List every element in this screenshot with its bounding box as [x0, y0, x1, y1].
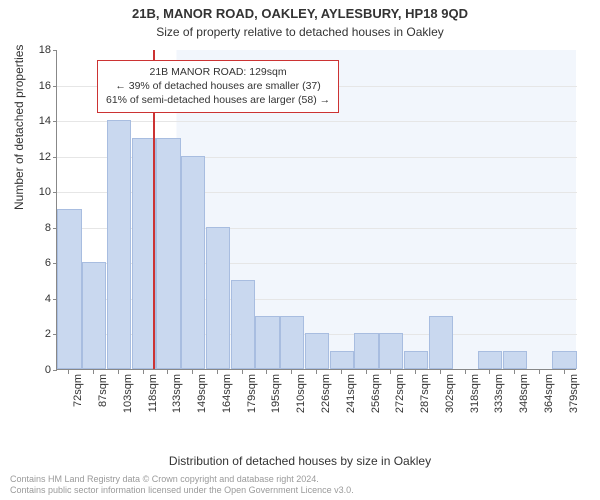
annotation-box: 21B MANOR ROAD: 129sqm← 39% of detached …	[97, 60, 339, 113]
bar	[231, 280, 255, 369]
bar	[280, 316, 304, 369]
x-tick-mark	[291, 370, 292, 374]
x-tick-label: 72sqm	[72, 374, 84, 407]
x-tick-label: 133sqm	[171, 374, 183, 413]
bar	[552, 351, 576, 369]
x-tick-mark	[390, 370, 391, 374]
y-tick-label: 6	[21, 257, 51, 269]
y-tick-mark	[53, 157, 57, 158]
x-axis-title: Distribution of detached houses by size …	[0, 454, 600, 468]
x-tick-label: 195sqm	[270, 374, 282, 413]
x-tick-mark	[564, 370, 565, 374]
x-tick-label: 241sqm	[345, 374, 357, 413]
bar	[404, 351, 428, 369]
x-tick-mark	[341, 370, 342, 374]
footer-line-2: Contains public sector information licen…	[10, 485, 354, 496]
x-tick-label: 318sqm	[469, 374, 481, 413]
x-tick-label: 164sqm	[221, 374, 233, 413]
x-tick-mark	[465, 370, 466, 374]
plot-area: 02468101214161821B MANOR ROAD: 129sqm← 3…	[56, 50, 576, 370]
x-tick-label: 87sqm	[97, 374, 109, 407]
x-tick-mark	[118, 370, 119, 374]
bar	[82, 262, 106, 369]
x-tick-mark	[217, 370, 218, 374]
bar	[206, 227, 230, 369]
bar	[156, 138, 180, 369]
x-tick-label: 118sqm	[147, 374, 159, 412]
y-tick-label: 10	[21, 186, 51, 198]
y-tick-label: 4	[21, 293, 51, 305]
x-tick-mark	[514, 370, 515, 374]
bar	[503, 351, 527, 369]
y-tick-mark	[53, 370, 57, 371]
bar	[354, 333, 378, 369]
bar	[305, 333, 329, 369]
annotation-line-1: 21B MANOR ROAD: 129sqm	[106, 65, 330, 79]
bar	[429, 316, 453, 369]
y-tick-label: 2	[21, 328, 51, 340]
x-tick-label: 149sqm	[196, 374, 208, 413]
x-tick-mark	[440, 370, 441, 374]
y-tick-label: 12	[21, 151, 51, 163]
chart-title-sub: Size of property relative to detached ho…	[0, 21, 600, 39]
x-tick-mark	[539, 370, 540, 374]
bar	[107, 120, 131, 369]
y-tick-mark	[53, 192, 57, 193]
x-tick-label: 226sqm	[320, 374, 332, 413]
x-tick-mark	[242, 370, 243, 374]
y-tick-label: 8	[21, 222, 51, 234]
x-tick-mark	[489, 370, 490, 374]
x-tick-label: 348sqm	[518, 374, 530, 413]
x-tick-mark	[266, 370, 267, 374]
x-tick-label: 103sqm	[122, 374, 134, 413]
bar	[57, 209, 81, 369]
chart-area: 02468101214161821B MANOR ROAD: 129sqm← 3…	[56, 50, 576, 420]
x-tick-label: 379sqm	[568, 374, 580, 413]
x-tick-mark	[316, 370, 317, 374]
x-tick-mark	[366, 370, 367, 374]
x-tick-mark	[143, 370, 144, 374]
gridline	[57, 121, 577, 122]
x-tick-label: 256sqm	[370, 374, 382, 413]
bar	[478, 351, 502, 369]
y-axis-title: Number of detached properties	[12, 45, 26, 210]
y-tick-mark	[53, 121, 57, 122]
annotation-line-2: ← 39% of detached houses are smaller (37…	[106, 79, 330, 93]
x-tick-label: 287sqm	[419, 374, 431, 413]
y-tick-label: 18	[21, 44, 51, 56]
footer-attribution: Contains HM Land Registry data © Crown c…	[10, 474, 354, 497]
bar	[255, 316, 279, 369]
x-tick-mark	[192, 370, 193, 374]
x-tick-label: 272sqm	[394, 374, 406, 413]
y-tick-label: 0	[21, 364, 51, 376]
x-tick-mark	[68, 370, 69, 374]
x-tick-label: 333sqm	[493, 374, 505, 413]
y-tick-label: 16	[21, 80, 51, 92]
x-tick-label: 302sqm	[444, 374, 456, 413]
y-tick-label: 14	[21, 115, 51, 127]
bar	[330, 351, 354, 369]
x-tick-label: 210sqm	[295, 374, 307, 413]
x-tick-mark	[93, 370, 94, 374]
x-tick-label: 179sqm	[246, 374, 258, 413]
y-tick-mark	[53, 86, 57, 87]
x-tick-mark	[415, 370, 416, 374]
bar	[181, 156, 205, 369]
bar	[132, 138, 156, 369]
footer-line-1: Contains HM Land Registry data © Crown c…	[10, 474, 354, 485]
chart-title-main: 21B, MANOR ROAD, OAKLEY, AYLESBURY, HP18…	[0, 0, 600, 21]
y-tick-mark	[53, 50, 57, 51]
x-tick-mark	[167, 370, 168, 374]
x-tick-label: 364sqm	[543, 374, 555, 413]
bar	[379, 333, 403, 369]
annotation-line-3: 61% of semi-detached houses are larger (…	[106, 93, 330, 107]
